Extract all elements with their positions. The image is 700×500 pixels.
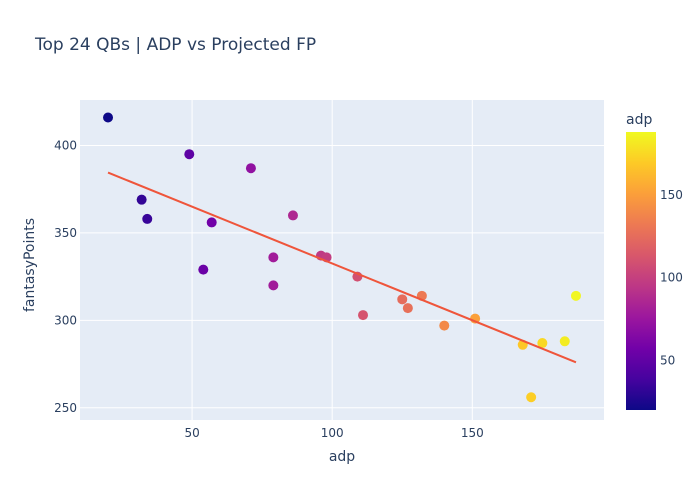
scatter-point[interactable]	[559, 336, 570, 347]
x-axis-title: adp	[329, 449, 355, 465]
colorbar-tick-label: 150	[660, 188, 683, 202]
colorbar: 50 100 150 adp	[626, 112, 683, 410]
scatter-point[interactable]	[526, 392, 537, 403]
scatter-point[interactable]	[103, 112, 114, 123]
colorbar-tick-label: 50	[660, 353, 675, 367]
colorbar-title: adp	[626, 112, 652, 128]
scatter-point[interactable]	[537, 338, 548, 349]
colorbar-gradient	[626, 132, 656, 410]
scatter-point[interactable]	[570, 290, 581, 301]
chart-title: Top 24 QBs | ADP vs Projected FP	[34, 35, 316, 55]
colorbar-tick-label: 100	[660, 271, 683, 285]
y-axis-title: fantasyPoints	[22, 218, 38, 312]
scatter-point[interactable]	[206, 217, 217, 228]
scatter-point[interactable]	[397, 294, 408, 305]
scatter-point[interactable]	[245, 163, 256, 174]
scatter-point[interactable]	[184, 149, 195, 160]
x-tick-label: 150	[461, 426, 484, 440]
scatter-point[interactable]	[358, 310, 369, 321]
scatter-point[interactable]	[268, 280, 279, 291]
y-tick-label: 350	[54, 226, 77, 240]
scatter-point[interactable]	[402, 303, 413, 314]
y-tick-label: 400	[54, 138, 77, 152]
plot-background	[80, 100, 604, 420]
trendline	[107, 171, 577, 364]
plot-area: 50 100 150 250 300 350 400	[54, 100, 604, 440]
scatter-point[interactable]	[198, 264, 209, 275]
x-tick-label: 100	[321, 426, 344, 440]
scatter-point[interactable]	[268, 252, 279, 263]
y-tick-label: 300	[54, 313, 77, 327]
scatter-point[interactable]	[136, 194, 147, 205]
x-tick-label: 50	[184, 426, 199, 440]
scatter-point[interactable]	[142, 213, 153, 224]
y-tick-label: 250	[54, 401, 77, 415]
scatter-point[interactable]	[439, 320, 450, 331]
scatter-point[interactable]	[287, 210, 298, 221]
